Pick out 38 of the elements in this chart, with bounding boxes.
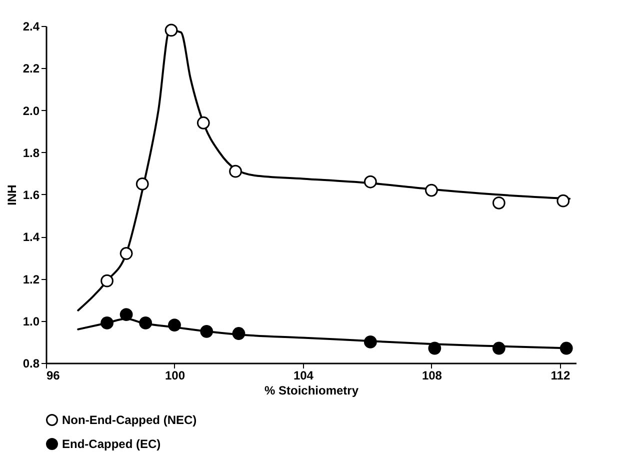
point (196, 116, 210, 130)
point (560, 342, 573, 355)
point (120, 247, 133, 260)
y-tick-label: 2.0 (22, 104, 40, 118)
x-tick-label: 108 (422, 368, 442, 382)
point (232, 327, 246, 340)
point (556, 194, 570, 208)
y-tick-label: 2.4 (22, 20, 40, 34)
point (100, 316, 114, 330)
y-tick-label: 0.8 (22, 356, 40, 370)
y-tick-label: 1.8 (22, 146, 40, 160)
point (139, 316, 152, 330)
y-tick-label: 1.2 (22, 272, 40, 286)
legend-label: Non-End-Capped (NEC) (62, 413, 197, 427)
point (164, 24, 178, 37)
point (492, 342, 506, 355)
x-tick-label: 100 (164, 368, 186, 382)
point (229, 164, 242, 178)
x-tick-label: 112 (550, 368, 570, 382)
y-tick-label: 2.2 (22, 62, 40, 76)
point (168, 318, 181, 332)
point (428, 342, 442, 355)
point (200, 324, 214, 338)
point (364, 336, 377, 348)
point (120, 308, 133, 321)
point (364, 175, 377, 188)
y-axis-title: INH (4, 184, 19, 206)
point (136, 178, 149, 190)
x-tick-label: 96 (46, 368, 60, 382)
y-tick-label: 1.6 (22, 188, 40, 202)
y-tick-label: 1.4 (22, 230, 40, 244)
point (100, 274, 114, 288)
point (425, 184, 438, 197)
point (492, 196, 506, 210)
x-tick-label: 104 (293, 368, 314, 382)
legend-label: End-Capped (EC) (62, 437, 161, 451)
y-tick-label: 1.0 (22, 314, 40, 328)
x-axis-title: % Stoichiometry (264, 384, 359, 398)
